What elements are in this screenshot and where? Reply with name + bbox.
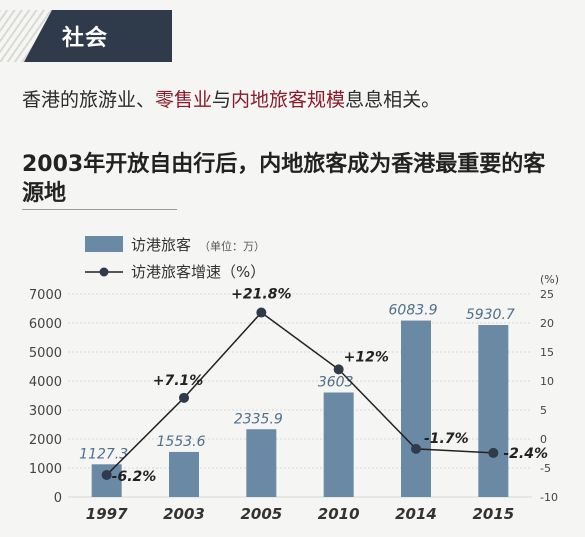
growth-point [333, 364, 344, 375]
section-tag [24, 10, 172, 62]
bar [91, 464, 122, 497]
category-label: 2005 [240, 505, 282, 523]
bar-value-label: 3603 [318, 375, 354, 391]
bar [323, 392, 354, 497]
left-axis-tick: 5000 [29, 346, 62, 361]
left-axis-tick: 2000 [29, 433, 62, 448]
left-axis-tick: 1000 [29, 462, 62, 477]
growth-value-label: -2.4% [503, 446, 548, 462]
legend-line-label: 访港旅客增速（%） [131, 263, 265, 281]
category-label: 2010 [318, 505, 360, 523]
category-label: 1997 [86, 505, 128, 523]
intro-text-3: 息息相关。 [345, 89, 441, 111]
growth-point [488, 447, 499, 458]
growth-value-label: +7.1% [153, 373, 204, 389]
right-axis-tick: 5 [540, 404, 547, 417]
bar [478, 325, 509, 497]
category-label: 2014 [395, 505, 437, 523]
bar-value-label: 6083.9 [389, 303, 438, 319]
intro-sentence: 香港的旅游业、零售业与内地旅客规模息息相关。 [22, 85, 440, 112]
bar-value-label: 5930.7 [466, 307, 515, 323]
left-axis-tick: 4000 [29, 375, 62, 390]
growth-point [101, 469, 112, 480]
right-axis-tick: 0 [540, 433, 547, 446]
legend-line-marker [99, 267, 109, 277]
growth-value-label: +21.8% [231, 287, 291, 303]
category-label: 2003 [163, 505, 205, 523]
bar-value-label: 1553.6 [157, 434, 206, 450]
right-axis-tick: 15 [540, 346, 554, 359]
left-axis-tick: 7000 [29, 288, 62, 303]
bar [246, 429, 277, 497]
legend-bar-label: 访港旅客 [131, 236, 191, 254]
legend-unit-note: （单位：万） [199, 239, 265, 253]
legend-bar-swatch [85, 236, 123, 252]
left-axis-tick: 3000 [29, 404, 62, 419]
growth-point [411, 443, 421, 454]
bar-value-label: 1127.3 [79, 446, 128, 462]
bar [169, 451, 199, 497]
intro-highlight-retail: 零售业 [155, 89, 213, 111]
bar [401, 320, 431, 497]
right-axis-unit: (%) [540, 273, 559, 286]
intro-text-2: 与 [212, 89, 232, 111]
growth-value-label: +12% [344, 349, 389, 365]
left-axis-tick: 0 [54, 491, 62, 506]
chart-title: 2003年开放自由行后，内地旅客成为香港最重要的客源地 [22, 152, 546, 206]
right-axis-tick: 20 [540, 317, 554, 330]
category-label: 2015 [472, 505, 514, 523]
bar-value-label: 2335.9 [234, 411, 283, 427]
title-underline [22, 209, 177, 210]
left-axis-tick: 6000 [29, 317, 62, 332]
growth-value-label: -6.2% [112, 469, 157, 485]
section-tag-label: 社会 [62, 26, 109, 51]
right-axis-tick: 25 [540, 288, 554, 301]
intro-text-1: 香港的旅游业、 [22, 89, 156, 111]
right-axis-tick: 10 [540, 375, 554, 388]
chart: 访港旅客 （单位：万） 访港旅客增速（%） 0 1000 2000 3000 4000 5000… [29, 236, 559, 523]
right-axis-tick: -5 [540, 462, 551, 475]
growth-value-label: -1.7% [424, 431, 469, 447]
right-axis-tick: -10 [540, 491, 558, 504]
growth-line [106, 311, 494, 476]
growth-point [179, 392, 189, 403]
growth-point [256, 307, 267, 318]
intro-highlight-visitors: 内地旅客规模 [231, 89, 346, 111]
